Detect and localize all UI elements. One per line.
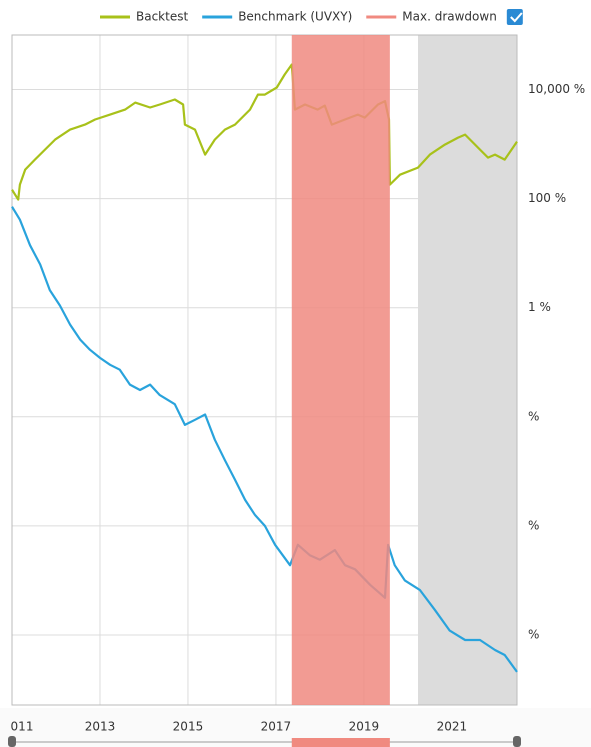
legend-checkbox[interactable] [506, 9, 523, 25]
plot-frame [11, 34, 518, 706]
drawdown-region [291, 35, 390, 705]
checkmark [510, 12, 523, 23]
legend-label: Benchmark (UVXY) [238, 10, 352, 24]
series-line [11, 206, 518, 673]
legend-label: Max. drawdown [402, 10, 497, 24]
navigator-handle[interactable] [513, 736, 521, 747]
y-tick-label: 10,000 % [528, 82, 585, 96]
x-tick-label: 2019 [349, 720, 380, 734]
navigator-drawdown [291, 738, 390, 747]
y-tick-label: % [528, 518, 539, 532]
x-tick-label: 011 [11, 720, 34, 734]
y-tick-label: % [528, 627, 539, 641]
x-tick-label: 2013 [85, 720, 116, 734]
x-tick-label: 2015 [173, 720, 204, 734]
y-tick-label: % [528, 409, 539, 423]
shaded-range [418, 35, 517, 705]
legend-label: Backtest [136, 10, 188, 24]
y-tick-label: 1 % [528, 300, 551, 314]
x-tick-label: 2017 [261, 720, 292, 734]
legend: Backtest Benchmark (UVXY) Max. drawdown [100, 9, 523, 25]
series-line [11, 63, 518, 201]
y-tick-label: 100 % [528, 191, 566, 205]
navigator-handle[interactable] [8, 736, 16, 747]
x-tick-label: 2021 [437, 720, 468, 734]
